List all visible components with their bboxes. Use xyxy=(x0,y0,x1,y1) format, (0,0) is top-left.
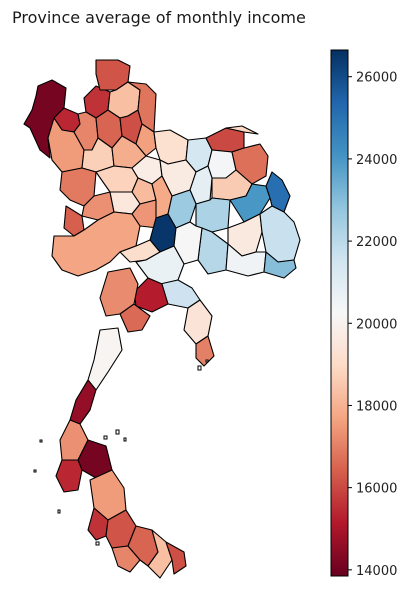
island-shape xyxy=(95,541,100,546)
island-shape xyxy=(123,437,127,442)
province-region xyxy=(165,541,187,575)
colorbar-gradient xyxy=(330,49,349,577)
island-shape xyxy=(39,439,43,443)
province-region xyxy=(55,459,83,493)
province-region xyxy=(225,243,267,277)
island-shape xyxy=(205,359,209,363)
province-region xyxy=(195,335,215,367)
colorbar-tick-label: 20000 xyxy=(356,317,397,332)
province-region xyxy=(119,303,151,333)
island-shape xyxy=(103,435,108,440)
province-region xyxy=(23,79,67,159)
colorbar-tick-label: 14000 xyxy=(356,564,397,579)
colorbar-tick-label: 24000 xyxy=(356,153,397,168)
colorbar-tick-label: 18000 xyxy=(356,399,397,414)
island-shape xyxy=(197,365,202,371)
colorbar-tick-label: 16000 xyxy=(356,482,397,497)
province-choropleth xyxy=(23,59,301,579)
map-title: Province average of monthly income xyxy=(12,8,306,27)
province-region xyxy=(265,171,291,213)
province-region xyxy=(225,125,259,135)
island-shape xyxy=(33,469,37,473)
island-shape xyxy=(115,429,120,435)
colorbar-tick-label: 22000 xyxy=(356,235,397,250)
colorbar-tick-label: 26000 xyxy=(356,71,397,86)
province-region xyxy=(87,327,123,391)
island-shape xyxy=(57,509,61,514)
province-region xyxy=(87,507,109,541)
province-region xyxy=(263,251,297,279)
